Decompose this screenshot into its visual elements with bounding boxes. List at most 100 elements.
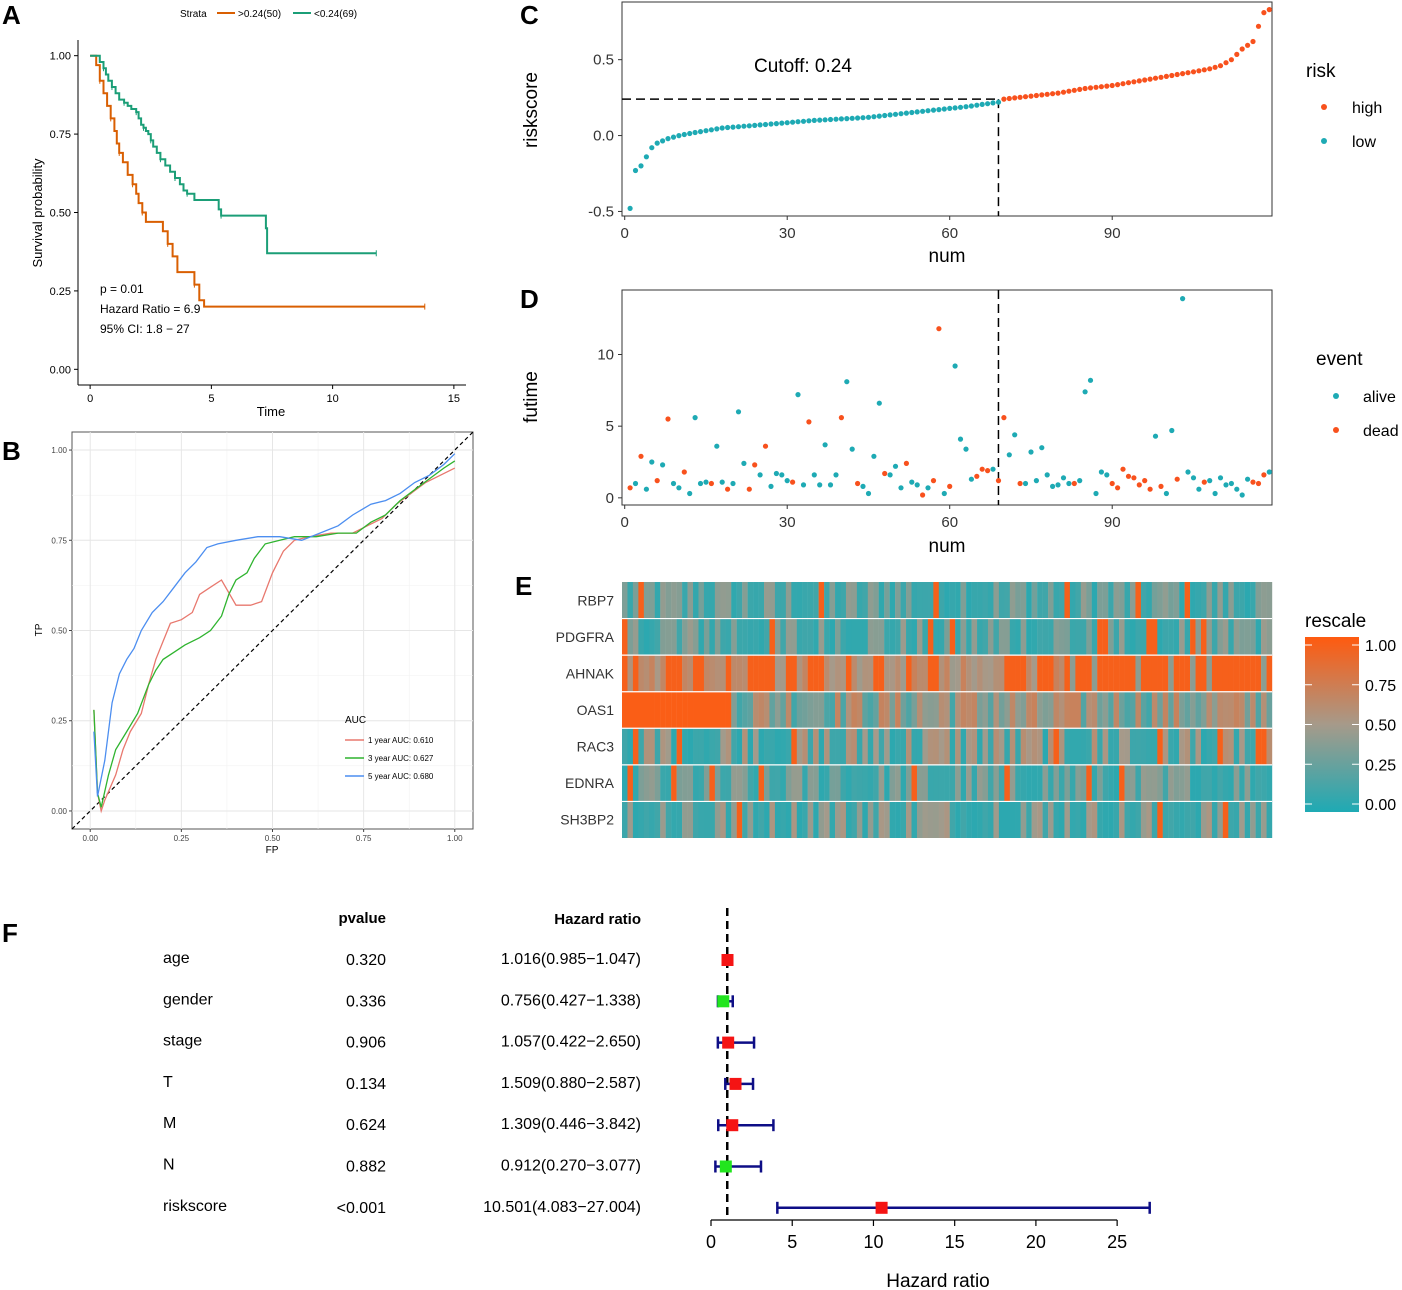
heatmap-cell <box>1157 582 1163 619</box>
heatmap-cell <box>1037 582 1043 619</box>
heatmap-cell <box>709 618 716 656</box>
risk-point <box>963 104 969 110</box>
heatmap-cell <box>660 691 666 729</box>
heatmap-cell <box>622 728 628 765</box>
risk-point <box>741 123 747 129</box>
heatmap-cell <box>1195 582 1202 619</box>
heatmap-cell <box>1151 618 1158 656</box>
heatmap-cell <box>1091 618 1098 656</box>
heatmap-cell <box>1069 582 1076 619</box>
heatmap-cell <box>916 691 923 729</box>
heatmap-cell <box>1206 691 1213 729</box>
dead-point <box>1147 486 1153 492</box>
heatmap-cell <box>911 691 918 729</box>
heatmap-cell <box>632 618 639 656</box>
heatmap-cell <box>927 728 934 765</box>
heatmap-cell <box>884 618 890 656</box>
heatmap-cell <box>780 655 787 692</box>
dead-point <box>746 486 752 492</box>
alive-point <box>697 480 704 487</box>
heatmap-cell <box>1255 655 1262 692</box>
heatmap-cell <box>1031 582 1038 619</box>
heatmap-cell <box>753 655 759 692</box>
heatmap-cell <box>1086 764 1092 802</box>
heatmap-cell <box>960 582 967 619</box>
heatmap-cell <box>764 764 770 802</box>
alive-point <box>660 462 666 468</box>
heatmap-cell <box>703 582 710 619</box>
heatmap-cell <box>747 582 754 619</box>
heatmap-cell <box>736 728 743 765</box>
heatmap-cell <box>742 728 748 765</box>
heatmap-cell <box>774 582 781 619</box>
x-tick-label: 15 <box>448 393 460 405</box>
heatmap-cell <box>1042 691 1049 729</box>
heatmap-cell <box>1184 655 1191 692</box>
panel-label-e: E <box>515 571 532 601</box>
heatmap-cell <box>665 728 672 765</box>
heatmap-cell <box>966 691 972 729</box>
heatmap-cell <box>944 728 950 765</box>
risk-point <box>925 108 931 114</box>
heatmap-cell <box>1162 764 1169 802</box>
alive-point <box>1033 478 1039 484</box>
alive-point <box>1050 483 1056 489</box>
alive-point <box>773 470 780 477</box>
heatmap-cell <box>938 618 945 656</box>
heatmap-cell <box>1058 655 1065 692</box>
heatmap-cell <box>682 764 688 802</box>
heatmap-cell <box>1250 728 1256 765</box>
heatmap-cell <box>1195 691 1202 729</box>
heatmap-cell <box>867 691 874 729</box>
heatmap-cell <box>671 655 677 692</box>
heatmap-cell <box>906 691 912 729</box>
heatmap-cell <box>1151 764 1158 802</box>
heatmap-cell <box>1244 764 1251 802</box>
alive-point <box>952 363 958 369</box>
heatmap-cell <box>714 655 721 692</box>
alive-point <box>811 472 817 478</box>
heatmap-cell <box>654 655 661 692</box>
risk-point <box>1190 69 1197 75</box>
heatmap-cell <box>862 618 868 656</box>
risk-point <box>909 109 915 116</box>
heatmap-cell <box>627 655 634 692</box>
heatmap-cell <box>714 728 721 765</box>
alive-point <box>735 409 742 415</box>
heatmap-cell <box>906 655 912 692</box>
roc-curve-series-1 <box>93 467 456 814</box>
heatmap-cell <box>774 801 781 838</box>
heatmap-cell <box>835 728 841 765</box>
heatmap-cell <box>1151 655 1158 692</box>
heatmap-cell <box>916 764 923 802</box>
heatmap-cell <box>1124 764 1131 802</box>
heatmap-cell <box>916 801 923 838</box>
heatmap-cell <box>977 801 983 838</box>
heatmap-cell <box>1173 764 1180 802</box>
heatmap-cell <box>1146 801 1153 838</box>
heatmap-cell <box>731 691 737 729</box>
heatmap-cell <box>867 801 874 838</box>
heatmap-cell <box>927 764 934 802</box>
heatmap-cell <box>1064 618 1071 656</box>
roc-curve-series-3 <box>93 453 456 797</box>
heatmap-cell <box>1108 728 1114 765</box>
heatmap-cell <box>922 728 929 765</box>
heatmap-cell <box>1075 801 1082 838</box>
hazard-ratio-point <box>722 1036 735 1049</box>
heatmap-cell <box>1015 655 1021 692</box>
heatmap-cell <box>900 764 907 802</box>
heatmap-cell <box>889 655 896 692</box>
heatmap-cell <box>1239 582 1245 619</box>
heatmap-cell <box>1168 728 1174 765</box>
heatmap-cell <box>824 582 830 619</box>
heatmap-cell <box>769 691 776 729</box>
heatmap-cell <box>895 655 901 692</box>
heatmap-cell <box>955 618 961 656</box>
heatmap-cell <box>824 691 830 729</box>
x-tick-label: 0 <box>706 1232 716 1252</box>
hazard-ratio-point <box>729 1077 742 1090</box>
heatmap-cell <box>878 618 885 656</box>
heatmap-cell <box>665 691 672 729</box>
heatmap-cell <box>1261 582 1267 619</box>
